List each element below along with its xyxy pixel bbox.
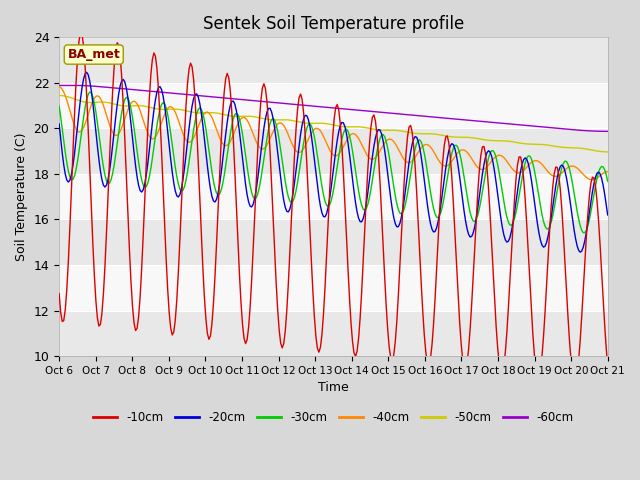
- -20cm: [577, 249, 584, 255]
- -10cm: [220, 89, 228, 95]
- -60cm: [55, 83, 63, 88]
- -30cm: [55, 103, 63, 109]
- -30cm: [575, 216, 582, 222]
- -50cm: [55, 93, 63, 98]
- -40cm: [219, 141, 227, 146]
- -20cm: [604, 212, 612, 218]
- X-axis label: Time: Time: [318, 382, 349, 395]
- -30cm: [248, 190, 255, 195]
- -40cm: [589, 177, 596, 182]
- -30cm: [220, 173, 228, 179]
- Bar: [59, 37, 608, 83]
- -20cm: [124, 95, 132, 101]
- Bar: [59, 219, 608, 265]
- -10cm: [55, 291, 63, 297]
- -50cm: [219, 111, 227, 117]
- Line: -10cm: -10cm: [59, 33, 608, 381]
- -50cm: [122, 103, 130, 109]
- -30cm: [297, 160, 305, 166]
- -10cm: [239, 322, 246, 327]
- -40cm: [55, 84, 63, 89]
- -30cm: [239, 132, 246, 137]
- -60cm: [297, 102, 305, 108]
- Line: -60cm: -60cm: [59, 85, 608, 132]
- Line: -40cm: -40cm: [59, 86, 608, 180]
- -10cm: [570, 378, 578, 384]
- -50cm: [573, 145, 581, 151]
- -40cm: [237, 116, 245, 122]
- -10cm: [577, 337, 584, 343]
- Bar: [59, 311, 608, 356]
- -60cm: [220, 95, 228, 101]
- -60cm: [239, 97, 246, 103]
- -10cm: [248, 277, 255, 283]
- Bar: [59, 129, 608, 174]
- -40cm: [246, 123, 254, 129]
- -10cm: [124, 212, 132, 217]
- -10cm: [297, 91, 305, 97]
- -40cm: [573, 165, 581, 171]
- -20cm: [55, 121, 63, 127]
- -20cm: [83, 70, 90, 75]
- -40cm: [122, 111, 130, 117]
- -60cm: [248, 97, 255, 103]
- -60cm: [604, 129, 612, 134]
- Line: -50cm: -50cm: [59, 96, 608, 152]
- -10cm: [77, 30, 84, 36]
- -50cm: [604, 149, 612, 155]
- Title: Sentek Soil Temperature profile: Sentek Soil Temperature profile: [203, 15, 464, 33]
- Text: BA_met: BA_met: [67, 48, 120, 61]
- -30cm: [86, 89, 93, 95]
- Bar: [59, 174, 608, 219]
- -30cm: [581, 230, 589, 236]
- -30cm: [604, 178, 612, 184]
- -50cm: [246, 113, 254, 119]
- -10cm: [604, 363, 612, 369]
- -30cm: [124, 96, 132, 101]
- Legend: -10cm, -20cm, -30cm, -40cm, -50cm, -60cm: -10cm, -20cm, -30cm, -40cm, -50cm, -60cm: [89, 407, 578, 429]
- -60cm: [124, 86, 132, 92]
- Line: -30cm: -30cm: [59, 92, 608, 233]
- -50cm: [237, 113, 245, 119]
- Bar: [59, 265, 608, 311]
- -40cm: [604, 169, 612, 175]
- Bar: [59, 83, 608, 129]
- -20cm: [575, 248, 582, 253]
- -60cm: [575, 127, 582, 133]
- Line: -20cm: -20cm: [59, 72, 608, 252]
- -20cm: [220, 144, 228, 150]
- -20cm: [248, 204, 255, 210]
- -40cm: [295, 150, 303, 156]
- -20cm: [297, 132, 305, 137]
- -60cm: [69, 83, 77, 88]
- -50cm: [295, 119, 303, 125]
- Y-axis label: Soil Temperature (C): Soil Temperature (C): [15, 132, 28, 261]
- -20cm: [239, 156, 246, 162]
